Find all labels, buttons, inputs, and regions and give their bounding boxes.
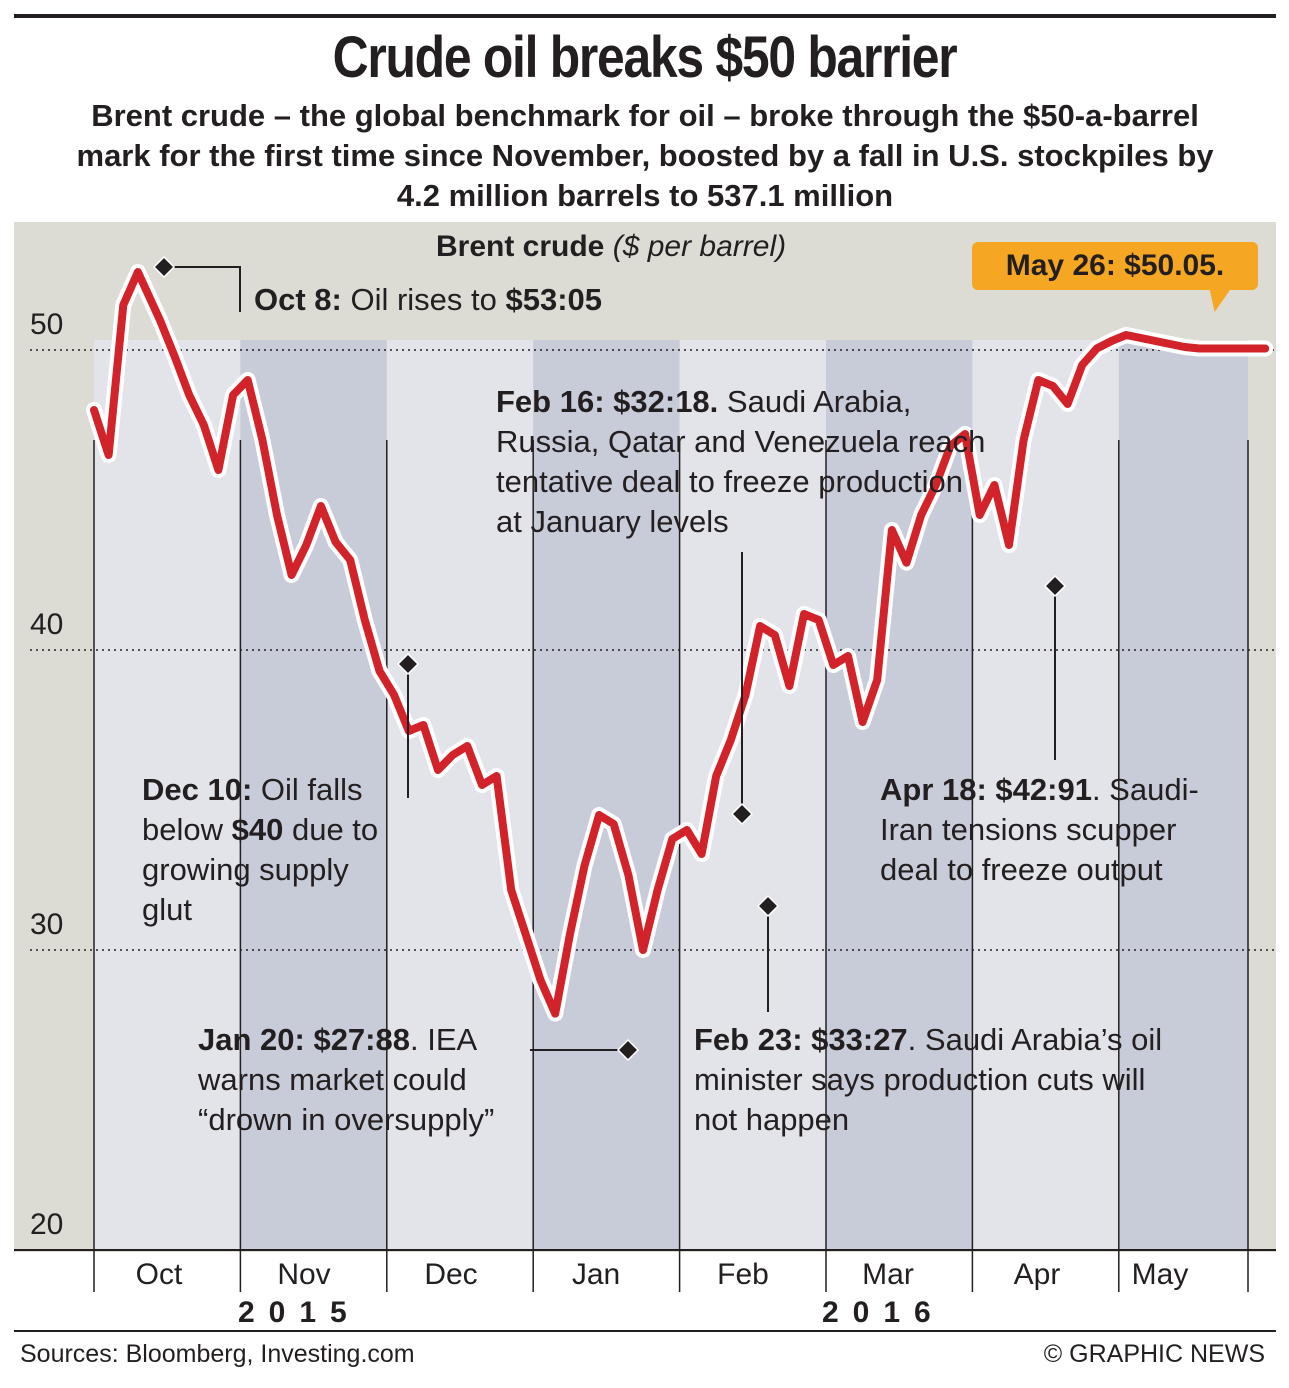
chart-title: Brent crude ($ per barrel) (436, 230, 786, 264)
annotation-marker (756, 894, 780, 918)
y-tick-label: 20 (30, 1208, 64, 1241)
chart-title-bold: Brent crude (436, 230, 605, 263)
annotation-feb23: Feb 23: $33:27. Saudi Arabia’s oil minis… (694, 1022, 1163, 1137)
month-band (826, 340, 973, 1250)
page-title: Crude oil breaks $50 barrier (332, 25, 958, 90)
callout-may26: May 26: $50.05. (972, 242, 1258, 290)
x-tick-label: Apr (1013, 1258, 1061, 1291)
x-tick-label: Nov (277, 1258, 331, 1291)
month-band (1118, 340, 1248, 1250)
sources-credit: Sources: Bloomberg, Investing.com (20, 1340, 415, 1368)
x-tick-label: Dec (424, 1258, 478, 1291)
subtitle: Brent crude – the global benchmark for o… (76, 98, 1214, 213)
annotation-marker (1043, 574, 1067, 598)
x-tick-label: Oct (135, 1258, 183, 1291)
bottom-rule (14, 1330, 1276, 1332)
year-label: 2015 (238, 1296, 361, 1329)
annotation-leader (164, 266, 241, 312)
x-tick-label: Jan (571, 1258, 621, 1291)
annotation-oct8: Oct 8: Oil rises to $53:05 (254, 282, 603, 317)
annotation-marker (396, 652, 420, 676)
annotation-marker (730, 802, 754, 826)
month-band (94, 340, 241, 1250)
annotation-apr18: Apr 18: $42:91. Saudi-Iran tensions scup… (880, 772, 1199, 887)
x-tick-label: May (1131, 1258, 1189, 1291)
y-tick-label: 40 (30, 608, 64, 641)
annotation-marker (616, 1038, 640, 1062)
top-rule (14, 14, 1276, 18)
x-tick-label: Feb (717, 1258, 769, 1291)
y-tick-label: 50 (30, 308, 64, 341)
month-band (386, 340, 534, 1250)
annotation-marker (152, 255, 176, 279)
x-tick-label: Mar (862, 1258, 914, 1291)
month-band (679, 340, 826, 1250)
series-line (90, 268, 1270, 1018)
y-tick-label: 30 (30, 908, 64, 941)
annotation-dec10: Dec 10: Oil falls below $40 due to growi… (142, 772, 379, 927)
graphic-news-credit: © GRAPHIC NEWS (1043, 1340, 1265, 1368)
chart-title-unit: ($ per barrel) (612, 230, 787, 263)
month-band (533, 340, 680, 1250)
year-label: 2016 (822, 1296, 945, 1329)
annotation-feb16: Feb 16: $32:18. Saudi Arabia, Russia, Qa… (496, 384, 986, 539)
annotation-jan20: Jan 20: $27:88. IEA warns market could “… (198, 1022, 495, 1137)
